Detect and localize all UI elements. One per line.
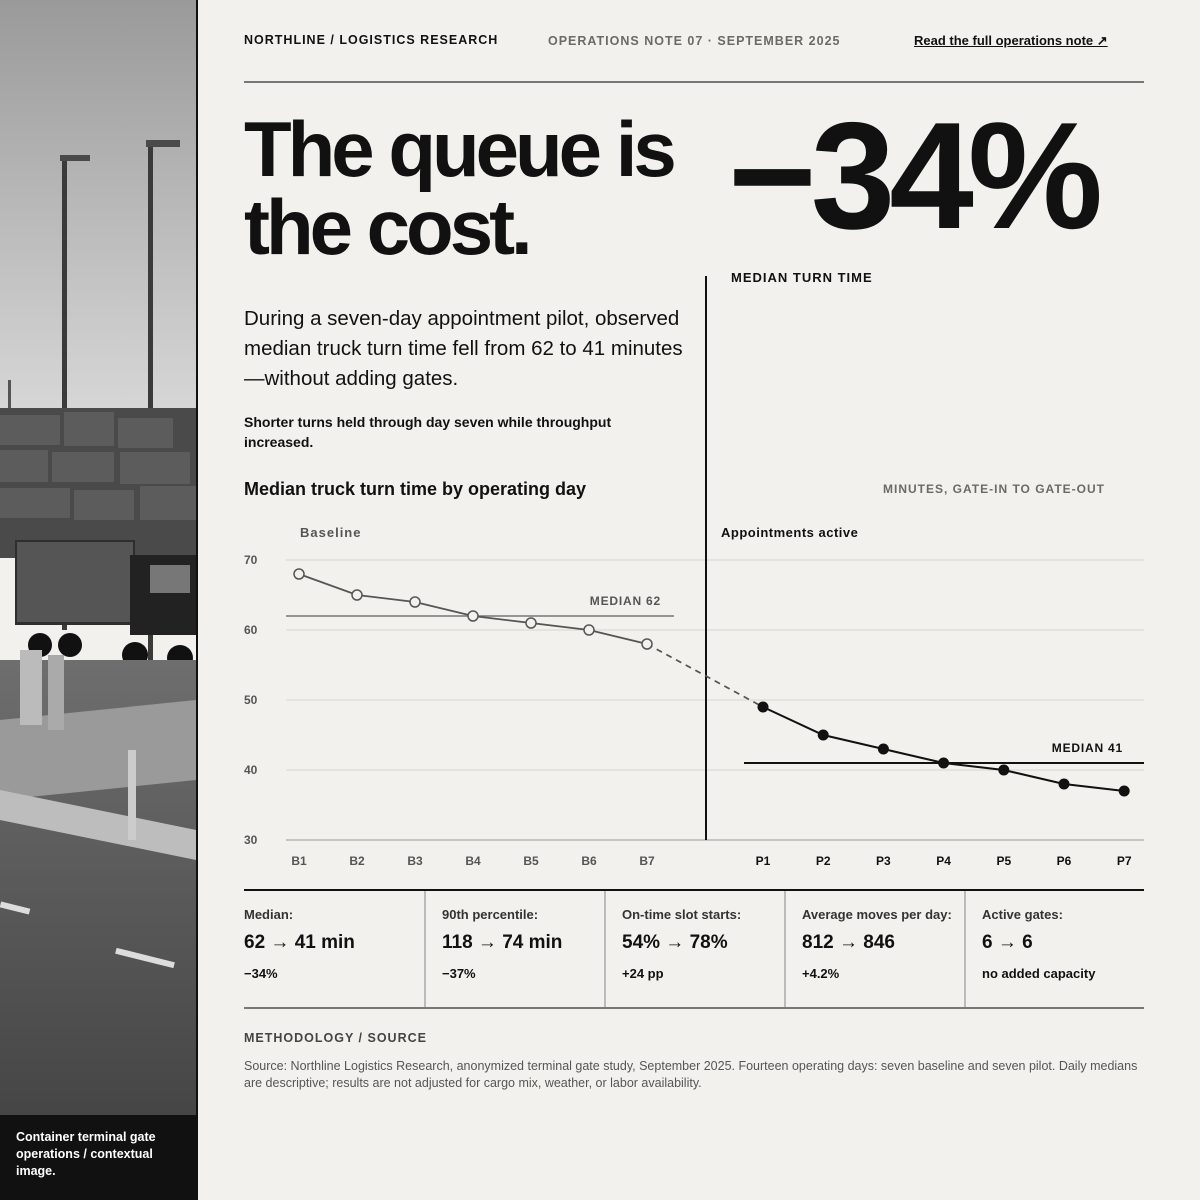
x-tick-label: P3: [876, 854, 891, 868]
stat-label: On-time slot starts:: [622, 907, 742, 922]
chart-title: Median truck turn time by operating day: [244, 479, 587, 499]
x-tick-label: B2: [349, 854, 365, 868]
stat-label: MEDIAN TURN TIME: [731, 270, 873, 285]
data-point-pilot: [998, 764, 1010, 776]
x-tick-label: P1: [756, 854, 771, 868]
stat-cell: Median: 62 → 41 min −34%: [244, 891, 424, 1007]
big-stat: −34%: [728, 91, 1103, 261]
chart-unit-label: MINUTES, GATE-IN TO GATE-OUT: [883, 482, 1105, 496]
header-rule: [244, 81, 1144, 83]
x-tick-label: P2: [816, 854, 831, 868]
methodology-title: METHODOLOGY / SOURCE: [244, 1031, 427, 1045]
stat-change: no added capacity: [982, 966, 1096, 981]
y-tick-label: 60: [244, 623, 258, 637]
stats-row: Median: 62 → 41 min −34% 90th percentile: 11…: [244, 889, 1144, 1009]
stat-change: +24 pp: [622, 966, 664, 981]
y-tick-label: 50: [244, 693, 258, 707]
data-point-baseline: [641, 638, 653, 650]
data-point-baseline: [467, 610, 479, 622]
stat-label: Active gates:: [982, 907, 1063, 922]
stat-cell: On-time slot starts: 54% → 78% +24 pp: [604, 891, 784, 1007]
data-point-baseline: [525, 617, 537, 629]
series-label-pilot: Appointments active: [721, 525, 858, 540]
y-tick-label: 40: [244, 763, 258, 777]
x-tick-label: P6: [1057, 854, 1072, 868]
transition-line: [646, 643, 764, 708]
stat-change: −37%: [442, 966, 476, 981]
series-line-baseline: [298, 573, 648, 645]
x-tick-label: B6: [581, 854, 597, 868]
y-tick-label: 30: [244, 833, 258, 847]
contextual-photo: [0, 0, 196, 1200]
x-tick-label: B7: [639, 854, 655, 868]
data-point-pilot: [877, 743, 889, 755]
data-point-baseline: [583, 624, 595, 636]
stat-value: 54% → 78%: [622, 932, 728, 953]
brand-name: NORTHLINE / LOGISTICS RESEARCH: [244, 33, 499, 47]
stat-value: 62 → 41 min: [244, 932, 355, 953]
sub-text: Shorter turns held through day seven whi…: [244, 414, 612, 450]
methodology-text: Source: Northline Logistics Research, an…: [244, 1059, 1138, 1090]
stat-value: 6 → 6: [982, 932, 1033, 953]
stat-label: Median:: [244, 907, 294, 922]
stat-cell: 90th percentile: 118 → 74 min −37%: [424, 891, 604, 1007]
x-tick-label: B3: [407, 854, 423, 868]
lede-text: During a seven-day appointment pilot, ob…: [244, 307, 683, 390]
data-point-pilot: [1118, 785, 1130, 797]
photo-caption: Container terminal gate operations / con…: [0, 1115, 196, 1200]
y-tick-label: 70: [244, 553, 258, 567]
data-point-pilot: [757, 701, 769, 713]
series-label-baseline: Baseline: [300, 525, 361, 540]
median-label-pilot: MEDIAN 41: [1052, 741, 1123, 755]
stat-value: 118 → 74 min: [442, 932, 563, 953]
note-label: OPERATIONS NOTE 07 · SEPTEMBER 2025: [548, 34, 841, 48]
stat-label: 90th percentile:: [442, 907, 539, 922]
headline: The queue is the cost.: [244, 105, 677, 271]
stat-cell: Active gates: 6 → 6 no added capacity: [964, 891, 1144, 1007]
x-tick-label: P5: [996, 854, 1011, 868]
median-label-baseline: MEDIAN 62: [590, 594, 661, 608]
stat-change: −34%: [244, 966, 278, 981]
data-point-pilot: [817, 729, 829, 741]
x-tick-label: P7: [1117, 854, 1132, 868]
x-tick-label: P4: [936, 854, 951, 868]
stat-value: 812 → 846: [802, 932, 895, 953]
read-full-note-link[interactable]: Read the full operations note ↗: [914, 33, 1108, 48]
data-point-baseline: [351, 589, 363, 601]
data-point-pilot: [938, 757, 950, 769]
data-point-baseline: [409, 596, 421, 608]
phase-divider-extension: [705, 276, 707, 512]
x-tick-label: B1: [291, 854, 307, 868]
turn-time-chart: 30 40 50 60 70 Baseline Appointments active MED…: [244, 510, 1144, 868]
data-point-pilot: [1058, 778, 1070, 790]
x-tick-label: B4: [465, 854, 481, 868]
stat-label: Average moves per day:: [802, 907, 952, 922]
stat-cell: Average moves per day: 812 → 846 +4.2%: [784, 891, 964, 1007]
stat-change: +4.2%: [802, 966, 840, 981]
data-point-baseline: [293, 568, 305, 580]
x-tick-label: B5: [523, 854, 539, 868]
terminal-illustration: [0, 0, 196, 1200]
column-divider: [196, 0, 198, 1200]
